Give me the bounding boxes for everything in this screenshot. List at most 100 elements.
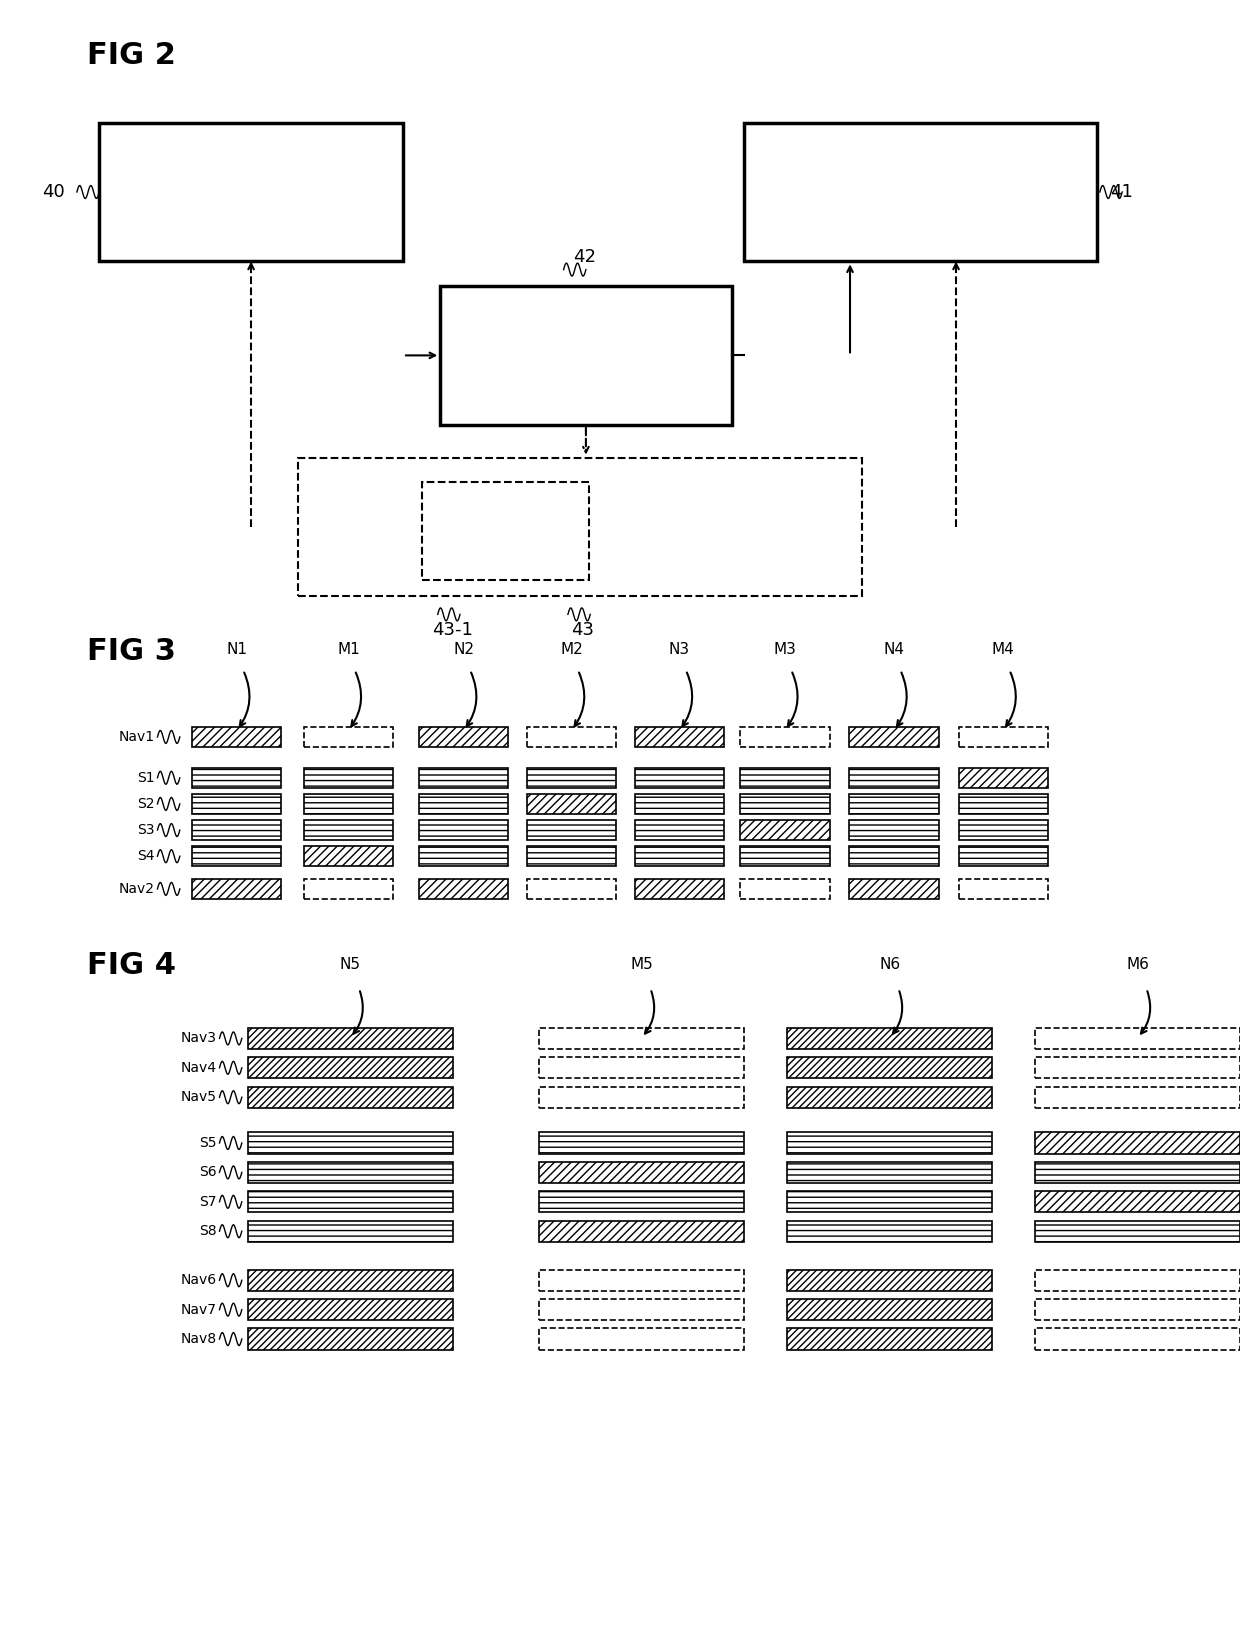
Text: S8: S8 — [200, 1224, 217, 1239]
Bar — [1035, 1028, 1240, 1049]
Bar — [740, 768, 830, 788]
Bar — [787, 1132, 992, 1154]
Text: M6: M6 — [1126, 958, 1149, 972]
Bar — [298, 458, 862, 596]
Text: M2: M2 — [560, 642, 583, 657]
Bar — [527, 727, 616, 747]
Bar — [959, 846, 1048, 866]
Bar — [527, 879, 616, 899]
Text: S2: S2 — [138, 797, 155, 810]
Bar — [248, 1299, 453, 1320]
Bar — [539, 1162, 744, 1183]
Bar — [635, 820, 724, 840]
Bar — [539, 1221, 744, 1242]
Bar — [744, 123, 1097, 261]
Bar — [419, 846, 508, 866]
Bar — [635, 846, 724, 866]
Text: 40: 40 — [42, 183, 64, 201]
Bar — [1035, 1328, 1240, 1350]
Bar — [959, 820, 1048, 840]
Bar — [635, 768, 724, 788]
Bar — [192, 768, 281, 788]
Text: N5: N5 — [340, 958, 361, 972]
Bar — [304, 794, 393, 814]
Bar — [959, 794, 1048, 814]
Bar — [635, 879, 724, 899]
Bar — [539, 1132, 744, 1154]
Bar — [304, 879, 393, 899]
Bar — [248, 1328, 453, 1350]
Text: 43: 43 — [572, 621, 594, 639]
Bar — [1035, 1191, 1240, 1212]
Bar — [419, 879, 508, 899]
Text: N6: N6 — [879, 958, 900, 972]
Bar — [539, 1299, 744, 1320]
Text: Nav5: Nav5 — [181, 1090, 217, 1105]
Bar — [849, 879, 939, 899]
Bar — [787, 1162, 992, 1183]
Text: FIG 3: FIG 3 — [87, 637, 176, 667]
Bar — [849, 768, 939, 788]
Text: M5: M5 — [630, 958, 653, 972]
Bar — [304, 820, 393, 840]
Text: Nav1: Nav1 — [119, 730, 155, 743]
Text: 41: 41 — [1110, 183, 1132, 201]
Bar — [539, 1028, 744, 1049]
Bar — [539, 1270, 744, 1291]
Text: N3: N3 — [668, 642, 691, 657]
Text: S7: S7 — [200, 1194, 217, 1209]
Bar — [248, 1162, 453, 1183]
Text: M3: M3 — [774, 642, 796, 657]
Bar — [539, 1087, 744, 1108]
Text: M4: M4 — [992, 642, 1014, 657]
Bar — [192, 879, 281, 899]
Text: Nav8: Nav8 — [181, 1332, 217, 1346]
Bar — [539, 1057, 744, 1078]
Bar — [419, 727, 508, 747]
Bar — [527, 846, 616, 866]
Bar — [248, 1191, 453, 1212]
Bar — [192, 794, 281, 814]
Bar — [1035, 1087, 1240, 1108]
Bar — [248, 1270, 453, 1291]
Bar — [440, 286, 732, 425]
Bar — [740, 727, 830, 747]
Bar — [192, 727, 281, 747]
Bar — [787, 1270, 992, 1291]
Bar — [1035, 1132, 1240, 1154]
Bar — [959, 879, 1048, 899]
Bar — [787, 1299, 992, 1320]
Bar — [539, 1191, 744, 1212]
Text: FIG 4: FIG 4 — [87, 951, 176, 980]
Text: FIG 2: FIG 2 — [87, 41, 176, 70]
Bar — [99, 123, 403, 261]
Text: S3: S3 — [138, 824, 155, 837]
Bar — [787, 1087, 992, 1108]
Bar — [849, 846, 939, 866]
Text: Nav4: Nav4 — [181, 1060, 217, 1075]
Bar — [787, 1328, 992, 1350]
Bar — [959, 727, 1048, 747]
Bar — [248, 1132, 453, 1154]
Bar — [635, 794, 724, 814]
Text: Nav3: Nav3 — [181, 1031, 217, 1046]
Text: M1: M1 — [337, 642, 360, 657]
Bar — [527, 820, 616, 840]
Bar — [787, 1057, 992, 1078]
Bar — [304, 768, 393, 788]
Bar — [740, 879, 830, 899]
Text: Nav2: Nav2 — [119, 882, 155, 895]
Text: 43-1: 43-1 — [433, 621, 472, 639]
Bar — [248, 1221, 453, 1242]
Text: S5: S5 — [200, 1136, 217, 1150]
Bar — [1035, 1270, 1240, 1291]
Bar — [635, 727, 724, 747]
Text: N1: N1 — [227, 642, 247, 657]
Bar — [849, 794, 939, 814]
Bar — [1035, 1299, 1240, 1320]
Bar — [419, 820, 508, 840]
Text: Nav7: Nav7 — [181, 1302, 217, 1317]
Bar — [192, 846, 281, 866]
Bar — [539, 1328, 744, 1350]
Bar — [1035, 1221, 1240, 1242]
